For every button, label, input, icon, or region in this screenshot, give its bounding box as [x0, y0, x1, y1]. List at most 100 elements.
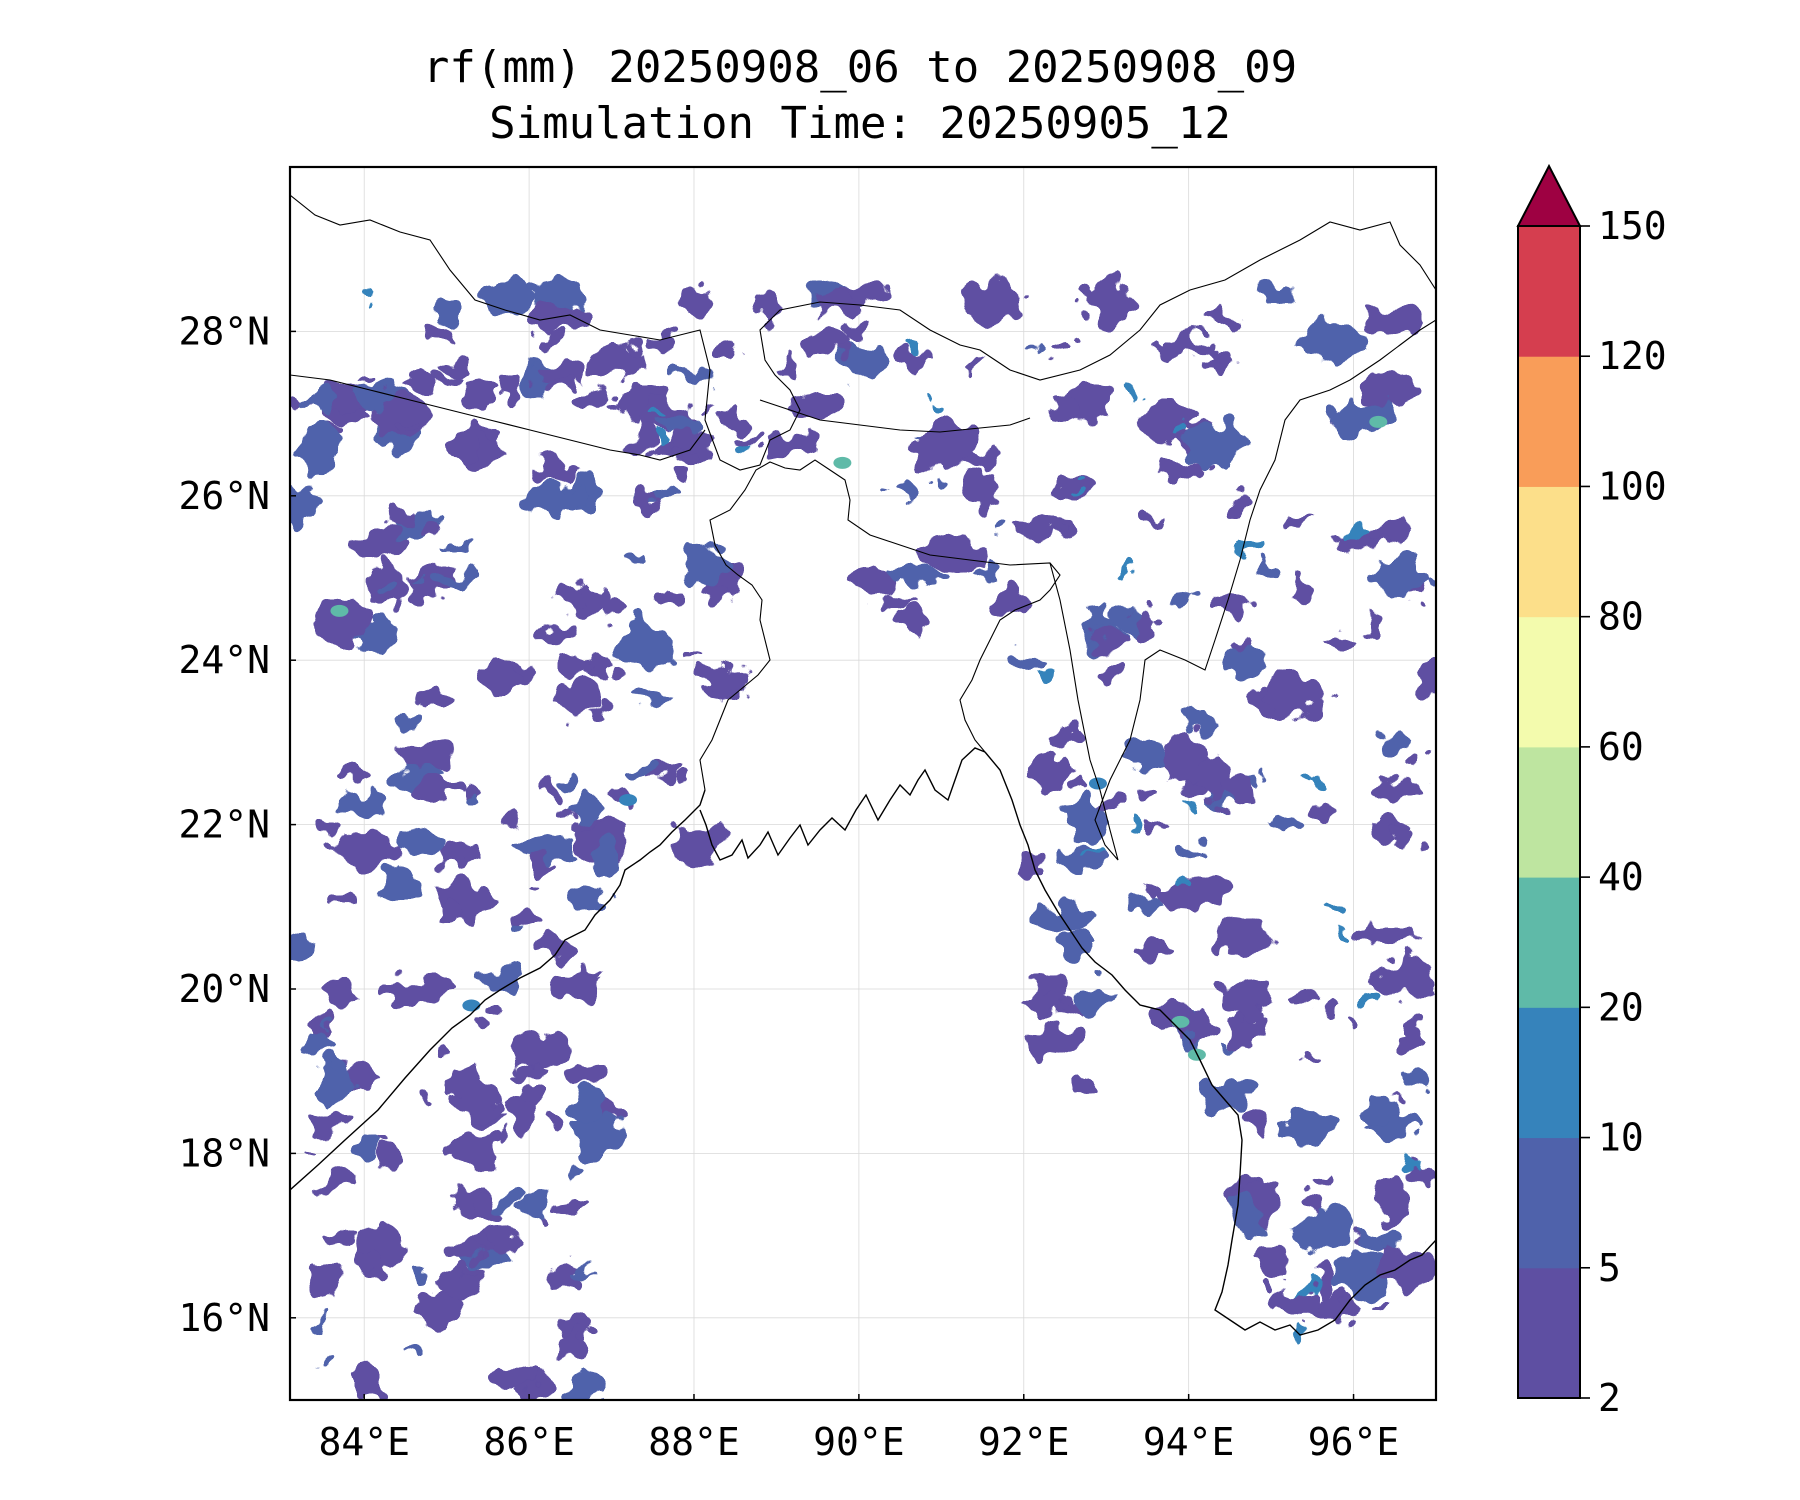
rain-cell [1407, 757, 1427, 773]
rain-cell [1052, 728, 1077, 745]
rain-cell [435, 1272, 481, 1303]
rain-cell [450, 1240, 484, 1262]
lat-tick-label: 18°N [178, 1131, 270, 1175]
rain-cell [629, 761, 663, 775]
rain-cell [1393, 831, 1423, 852]
rain-cell [375, 1144, 406, 1171]
rain-cell [1373, 727, 1409, 752]
rain-cell [380, 865, 422, 900]
rain-cell [1222, 1076, 1252, 1118]
rain-cell [435, 299, 458, 324]
rain-cell [397, 422, 419, 431]
rain-cell [457, 1077, 507, 1116]
rain-cell [892, 565, 941, 582]
map-title-line2: Simulation Time: 20250905_12 [489, 98, 1231, 149]
rain-cell [515, 1066, 552, 1081]
rain-cell [572, 389, 615, 414]
rain-cell [1029, 751, 1072, 792]
coastline-india-east [290, 789, 706, 1191]
rain-cell [332, 890, 361, 904]
rain-cell [574, 799, 602, 820]
rain-cell [307, 1015, 333, 1038]
rain-cell [379, 582, 394, 595]
rain-cell [290, 482, 320, 525]
rain-cell [1037, 903, 1090, 929]
rain-cell [1413, 661, 1436, 699]
rain-cell [418, 529, 440, 543]
rain-cell [468, 794, 484, 806]
rain-cell [1199, 359, 1230, 372]
colorbar: 2 5 10 20 40 60 80 100 120 150 [1516, 163, 1667, 1420]
rain-cell [560, 655, 589, 675]
rain-cell [1278, 1110, 1332, 1144]
colorbar-segment [1518, 746, 1580, 878]
rain-cell [1177, 840, 1203, 856]
rain-cell-heavy [1121, 561, 1139, 575]
colorbar-extend-arrow [1516, 163, 1582, 227]
rain-cell [1070, 784, 1081, 797]
rain-cell [669, 366, 712, 384]
rain-cell [558, 1198, 582, 1213]
rain-cell [587, 844, 618, 877]
rain-cell [702, 665, 753, 690]
rain-cell [395, 826, 448, 856]
rain-cell-heavy [1340, 925, 1350, 940]
rain-cell [436, 574, 474, 590]
colorbar-frame [1517, 225, 1581, 1399]
lat-tick-label: 28°N [178, 309, 270, 353]
rain-cell [626, 551, 645, 564]
rain-cell [1323, 998, 1342, 1019]
border-nepal-south [290, 374, 706, 461]
rain-cell [966, 355, 982, 369]
rain-cell [992, 520, 1012, 532]
rain-cell-heavy [654, 406, 667, 415]
rain-cell [543, 1119, 564, 1131]
rain-cell [1250, 1248, 1287, 1277]
lat-tick-label: 20°N [178, 967, 270, 1011]
rain-cell [500, 1190, 521, 1206]
rain-cell [1135, 607, 1156, 636]
rain-cell-heavy [1176, 875, 1190, 887]
colorbar-tick-label: 100 [1598, 464, 1667, 508]
rain-cell-heavy [1085, 851, 1102, 858]
rain-cell [1073, 985, 1114, 1015]
rain-cell-heavy [1122, 390, 1138, 400]
rain-cell [682, 281, 712, 315]
rain-cell [514, 924, 526, 934]
rain-cell [700, 580, 737, 603]
colorbar-segment [1518, 877, 1580, 1008]
rain-cell [1067, 797, 1109, 844]
rain-cell [1157, 879, 1228, 909]
rain-cell [492, 1132, 507, 1149]
coastlines-and-borders [290, 194, 1436, 1336]
rain-cell [1280, 514, 1318, 528]
rain-hotspot [462, 999, 481, 1012]
rain-cell [1165, 732, 1209, 783]
rain-cell [677, 468, 691, 483]
rain-blobs [290, 274, 1436, 1400]
rain-cell [321, 1354, 336, 1364]
lat-tick-label: 22°N [178, 803, 270, 847]
rain-cell [685, 652, 702, 662]
rain-cell [1365, 518, 1417, 544]
rain-cell [661, 412, 700, 433]
rain-cell-heavy [1182, 801, 1198, 810]
rain-cell [1314, 800, 1329, 821]
rain-cell [535, 365, 585, 382]
colorbar-tick-label: 2 [1598, 1376, 1621, 1420]
rain-cell [1365, 368, 1414, 408]
rain-cell [1024, 992, 1061, 1016]
colorbar-tick-label: 80 [1598, 595, 1644, 639]
rain-cell [410, 1347, 424, 1357]
rain-cell [1172, 589, 1192, 611]
rain-cell [1137, 514, 1161, 524]
rain-cell [481, 967, 522, 993]
rain-cell [1257, 278, 1290, 305]
rain-cell [307, 391, 336, 417]
rain-cell [1364, 305, 1424, 334]
rain-cell [1074, 286, 1097, 301]
rain-cell [569, 885, 609, 914]
colorbar-tick-label: 20 [1598, 985, 1644, 1029]
rain-cell [330, 1058, 347, 1076]
rain-cell [379, 978, 443, 1004]
